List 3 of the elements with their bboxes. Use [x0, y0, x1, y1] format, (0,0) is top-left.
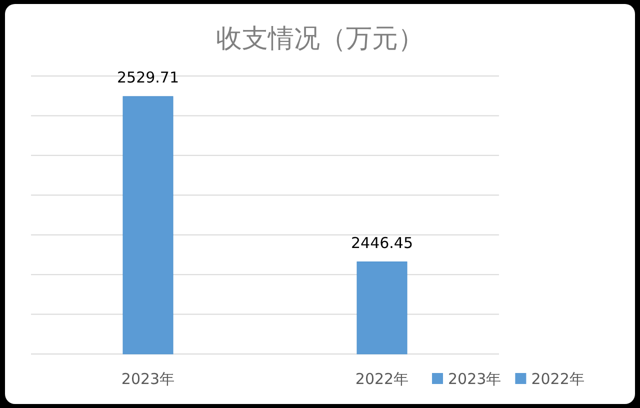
data-label: 2446.45 — [350, 234, 414, 252]
data-label: 2529.71 — [116, 68, 180, 86]
chart-title: 收支情况（万元） — [216, 24, 424, 54]
